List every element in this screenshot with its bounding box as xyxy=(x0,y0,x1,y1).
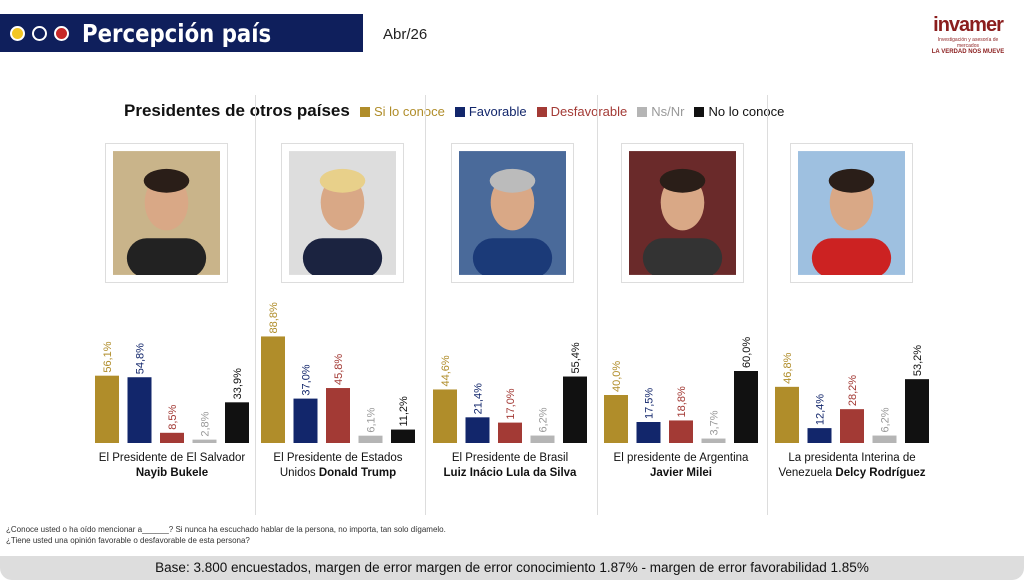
value-label: 55,4% xyxy=(570,342,582,373)
legend-item: Favorable xyxy=(454,104,527,119)
value-label: 6,1% xyxy=(366,407,378,432)
value-label: 45,8% xyxy=(333,354,345,385)
value-label: 53,2% xyxy=(912,345,924,376)
legend: Si lo conoce Favorable Desfavorable Ns/Nr No… xyxy=(360,104,784,119)
legend-swatch xyxy=(536,106,547,117)
blue-dot-icon xyxy=(32,25,47,41)
chart-title: Presidentes de otros países xyxy=(124,101,350,120)
divider xyxy=(425,95,426,515)
value-label: 17,5% xyxy=(644,388,656,419)
legend-item: Si lo conoce xyxy=(360,104,445,119)
bar xyxy=(261,336,285,443)
bar xyxy=(530,435,555,443)
legend-swatch xyxy=(637,106,648,117)
bar xyxy=(807,428,832,443)
bar xyxy=(775,386,799,443)
value-label: 88,8% xyxy=(268,302,280,333)
legend-item: Desfavorable xyxy=(536,104,628,119)
value-label: 37,0% xyxy=(301,364,313,395)
value-label: 40,0% xyxy=(611,361,623,392)
value-label: 8,5% xyxy=(167,405,179,430)
bar xyxy=(872,435,897,443)
value-label: 54,8% xyxy=(135,343,147,374)
legend-swatch xyxy=(360,106,370,117)
president-name: Javier Milei xyxy=(649,467,712,479)
category-label: El presidente de Argentina Javier Milei xyxy=(613,452,749,479)
bar xyxy=(669,420,693,443)
value-label: 11,2% xyxy=(398,396,410,427)
value-label: 3,7% xyxy=(709,410,721,435)
value-label: 60,0% xyxy=(741,337,753,368)
divider xyxy=(597,95,598,515)
legend-item: No lo conoce xyxy=(694,104,784,119)
legend-label: Desfavorable xyxy=(550,104,628,119)
bar xyxy=(293,398,318,443)
portrait-photo xyxy=(621,143,744,283)
president-name: Nayib Bukele xyxy=(135,467,209,479)
bar xyxy=(127,377,152,443)
bar xyxy=(734,371,758,443)
category-label: El Presidente de Estados Unidos Donald Tr… xyxy=(273,452,403,479)
bar xyxy=(192,439,217,443)
legend-swatch xyxy=(454,106,465,117)
invamer-logo: invamer Investigación y asesoría de merc… xyxy=(931,14,1005,55)
category-label: El Presidente de El Salvador Nayib Bukele xyxy=(98,452,246,479)
president-name: Luiz Inácio Lula da Silva xyxy=(443,467,577,479)
legend-label: No lo conoce xyxy=(708,104,785,119)
bar xyxy=(604,395,628,443)
value-label: 6,2% xyxy=(880,407,892,432)
legend-item: Ns/Nr xyxy=(637,104,684,119)
base-note: Base: 3.800 encuestados, margen de error… xyxy=(0,556,1024,580)
bar xyxy=(391,429,415,443)
portrait-photo xyxy=(790,143,913,283)
bar xyxy=(160,432,184,443)
bar xyxy=(358,435,383,443)
portrait-photo xyxy=(105,143,228,283)
legend-swatch xyxy=(694,106,705,117)
president-name: Donald Trump xyxy=(318,467,397,479)
divider xyxy=(255,95,256,515)
title-bar: Percepción país xyxy=(0,14,363,52)
page-title: Percepción país xyxy=(82,18,272,48)
value-label: 6,2% xyxy=(538,407,550,432)
bar xyxy=(498,422,522,443)
survey-questions: ¿Conoce usted o ha oído mencionar a_____… xyxy=(6,525,446,545)
value-label: 28,2% xyxy=(847,375,859,406)
bar xyxy=(701,438,726,443)
divider xyxy=(767,95,768,515)
red-dot-icon xyxy=(54,25,69,41)
value-label: 46,8% xyxy=(782,352,794,383)
bar xyxy=(95,375,119,443)
value-label: 2,8% xyxy=(200,411,212,436)
date-label: Abr/26 xyxy=(383,26,428,43)
value-label: 56,1% xyxy=(102,341,114,372)
legend-label: Ns/Nr xyxy=(651,104,685,119)
legend-label: Si lo conoce xyxy=(374,104,445,119)
bar xyxy=(636,422,661,443)
yellow-dot-icon xyxy=(10,25,25,41)
bar xyxy=(225,402,249,443)
value-label: 18,8% xyxy=(676,386,688,417)
portrait-photo xyxy=(281,143,404,283)
category-label: La presidenta Interina de Venezuela Delcy… xyxy=(778,452,926,479)
value-label: 44,6% xyxy=(440,355,452,386)
bar xyxy=(465,417,490,443)
bar xyxy=(433,389,457,443)
value-label: 12,4% xyxy=(815,394,827,425)
bar xyxy=(326,388,350,443)
category-label: El Presidente de Brasil Luiz Inácio Lula … xyxy=(443,452,577,479)
portrait-photo xyxy=(451,143,574,283)
bar xyxy=(905,379,929,443)
bar xyxy=(563,376,587,443)
president-name: Delcy Rodríguez xyxy=(835,467,926,479)
bar xyxy=(840,409,864,443)
legend-label: Favorable xyxy=(468,104,527,119)
value-label: 33,9% xyxy=(232,368,244,399)
value-label: 21,4% xyxy=(473,383,485,414)
value-label: 17,0% xyxy=(505,388,517,419)
